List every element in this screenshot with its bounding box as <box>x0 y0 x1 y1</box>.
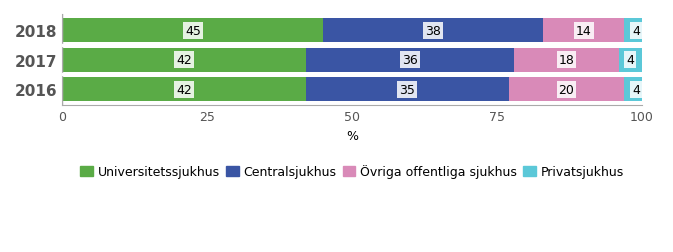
Text: 38: 38 <box>425 25 441 38</box>
Bar <box>63 78 306 102</box>
Text: 36: 36 <box>402 54 418 67</box>
Bar <box>323 19 543 43</box>
Text: 45: 45 <box>185 25 201 38</box>
Bar <box>306 48 514 73</box>
Bar <box>509 78 625 102</box>
Bar <box>625 19 647 43</box>
Bar <box>618 48 642 73</box>
Text: 14: 14 <box>576 25 592 38</box>
Bar <box>514 48 618 73</box>
Bar <box>625 78 647 102</box>
Text: 4: 4 <box>627 54 634 67</box>
Bar <box>63 48 306 73</box>
Text: 4: 4 <box>632 25 640 38</box>
X-axis label: %: % <box>346 129 358 142</box>
Text: 42: 42 <box>176 83 192 96</box>
Legend: Universitetssjukhus, Centralsjukhus, Övriga offentliga sjukhus, Privatsjukhus: Universitetssjukhus, Centralsjukhus, Övr… <box>75 160 629 183</box>
Bar <box>543 19 625 43</box>
Text: 4: 4 <box>632 83 640 96</box>
Text: 35: 35 <box>399 83 415 96</box>
Text: 42: 42 <box>176 54 192 67</box>
Text: 20: 20 <box>559 83 575 96</box>
Bar <box>306 78 509 102</box>
Bar <box>63 19 323 43</box>
Text: 18: 18 <box>559 54 575 67</box>
